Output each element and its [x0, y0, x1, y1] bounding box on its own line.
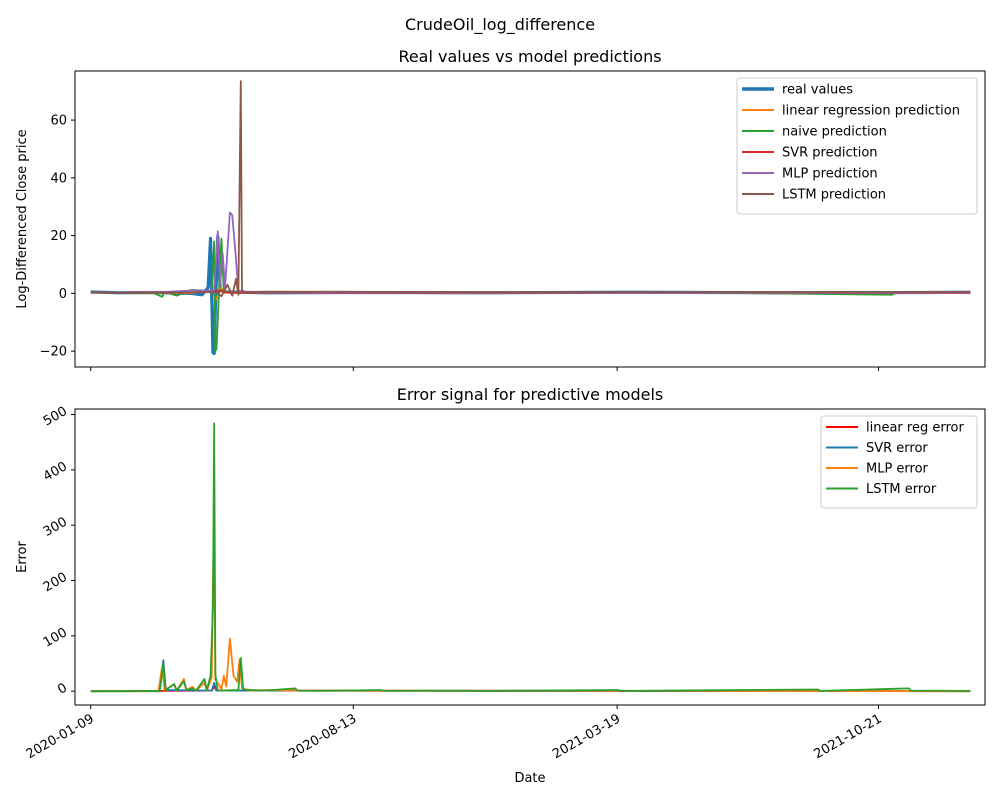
y-tick-label: 60	[50, 114, 67, 129]
series-line-lstm-error	[90, 422, 971, 693]
chart-panel-1: Real values vs model predictions Log-Diff…	[15, 47, 986, 371]
x-axis-label: Date	[514, 771, 545, 786]
y-tick-label: 20	[50, 229, 67, 244]
series-lines	[90, 80, 971, 356]
series-lines	[90, 422, 971, 693]
legend-entry: linear regression prediction	[782, 104, 960, 119]
figure-suptitle: CrudeOil_log_difference	[405, 15, 595, 35]
legend-entry: LSTM prediction	[782, 188, 886, 203]
y-tick-label: 0	[59, 287, 67, 302]
axes-frame	[74, 70, 986, 368]
axes-frame	[74, 408, 986, 706]
series-line-lstm-prediction	[90, 80, 971, 298]
legend-entry: SVR error	[866, 441, 928, 456]
legend-box	[736, 77, 978, 215]
chart-title: Error signal for predictive models	[397, 385, 663, 404]
legend-entry: MLP prediction	[782, 167, 878, 182]
y-tick-label: 40	[50, 171, 67, 186]
legend-entry: LSTM error	[866, 482, 937, 497]
legend: linear reg error SVR error MLP error LSTM e…	[820, 415, 978, 509]
legend-entry: SVR prediction	[782, 146, 878, 161]
chart-title: Real values vs model predictions	[398, 47, 661, 66]
legend-box	[820, 415, 978, 509]
legend: real values linear regression prediction n…	[736, 77, 978, 215]
legend-entry: linear reg error	[866, 421, 964, 436]
y-axis-label: Error	[15, 541, 30, 573]
chart-panels: Real values vs model predictions Log-Diff…	[15, 47, 986, 786]
legend-entry: naive prediction	[782, 125, 887, 140]
y-tick-label: −20	[40, 345, 67, 360]
y-axis-label: Log-Differenced Close price	[15, 129, 30, 308]
legend-entry: real values	[782, 83, 853, 98]
legend-entry: MLP error	[866, 462, 929, 477]
